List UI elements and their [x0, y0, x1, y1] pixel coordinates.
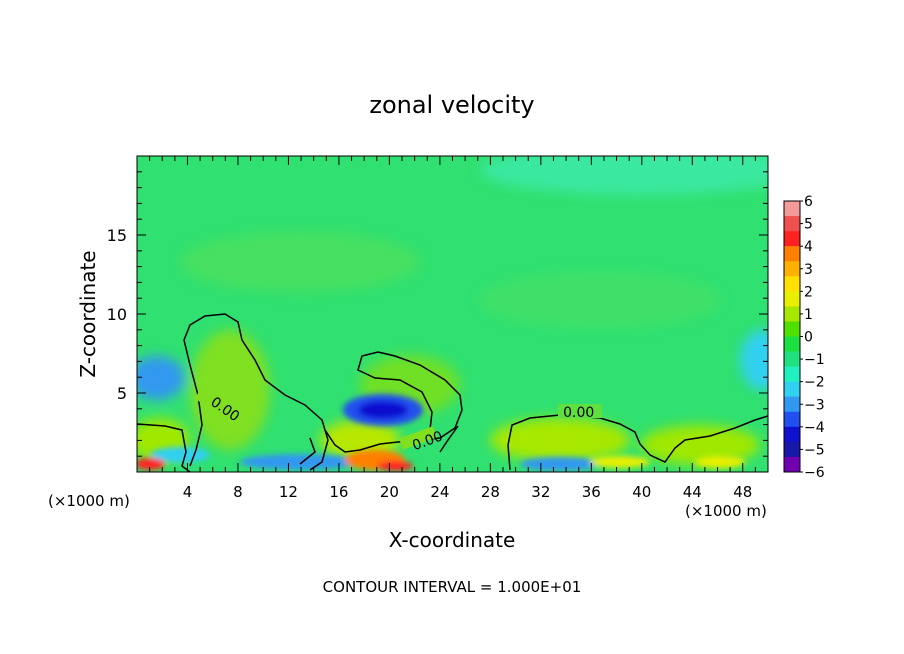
colorbar-label: 2 [804, 284, 813, 300]
colorbar-swatch [784, 261, 800, 277]
colorbar-label: −4 [804, 420, 825, 436]
colorbar-swatch [784, 396, 800, 413]
colorbar-swatch [784, 351, 800, 367]
colorbar-label: −6 [804, 465, 825, 481]
colorbar-swatch [784, 456, 800, 473]
x-tick-label: 24 [430, 483, 449, 501]
field-pos-bottom-3 [377, 461, 413, 471]
x-tick-label: 4 [183, 483, 193, 501]
colorbar-swatch [784, 441, 800, 458]
chart-title: zonal velocity [369, 91, 534, 119]
colorbar: 6 5 4 3 2 1 0 −1 −2 −3 −4 −5 −6 [783, 194, 825, 481]
field-neg-bottom-3 [520, 457, 600, 471]
contour-label: 0.00 [563, 405, 594, 421]
y-tick-label: 5 [117, 384, 127, 403]
colorbar-label: −2 [804, 375, 825, 391]
field-neg-right [740, 330, 768, 390]
colorbar-label: 1 [804, 307, 813, 323]
colorbar-swatch [784, 366, 800, 382]
field-neg-left [137, 356, 185, 400]
x-axis-label: X-coordinate [389, 528, 516, 552]
field-pos-bottom-4 [590, 456, 650, 468]
y-tick-label: 10 [107, 305, 127, 324]
y-tick-label: 15 [107, 226, 127, 245]
x-unit-left: (×1000 m) [48, 492, 130, 510]
colorbar-swatch [784, 216, 800, 232]
field-upper-lobe-2 [480, 272, 720, 328]
colorbar-swatch [784, 201, 800, 217]
x-tick-label: 32 [531, 483, 550, 501]
x-unit-right: (×1000 m) [685, 502, 767, 520]
field-neg-core-inner [358, 401, 408, 419]
contour-left [137, 423, 191, 472]
colorbar-swatch [784, 411, 800, 428]
contour-label-bg-3 [558, 404, 602, 418]
x-axis: 4 8 12 16 20 24 28 32 36 40 44 48 [149, 156, 756, 501]
x-tick-label: 16 [329, 483, 348, 501]
field-pos-bottom-5 [695, 456, 745, 468]
colorbar-swatch [784, 321, 800, 337]
x-tick-label: 12 [279, 483, 298, 501]
colorbar-label: −5 [804, 442, 825, 458]
colorbar-label: 3 [804, 262, 813, 278]
x-tick-label: 36 [582, 483, 601, 501]
colorbar-label: −1 [804, 352, 825, 368]
colorbar-swatch [784, 276, 800, 292]
y-axis-label: Z-coordinate [76, 250, 100, 377]
x-tick-label: 44 [683, 483, 702, 501]
field-low-mid [320, 420, 400, 460]
colorbar-swatch [784, 426, 800, 443]
colorbar-swatch [784, 336, 800, 352]
colorbar-label: 5 [804, 217, 813, 233]
x-tick-label: 20 [380, 483, 399, 501]
colorbar-label: 6 [804, 194, 813, 210]
colorbar-label: −3 [804, 397, 825, 413]
colorbar-swatch [784, 291, 800, 307]
field-upper-cyan [480, 156, 768, 195]
contour-label-bg-2 [399, 426, 437, 450]
contour-label-bg-1 [194, 387, 235, 422]
x-tick-label: 40 [632, 483, 651, 501]
contour-interval-footer: CONTOUR INTERVAL = 1.000E+01 [323, 578, 582, 596]
field-neg-bottom-2 [240, 454, 360, 470]
contour-main [183, 313, 463, 471]
colorbar-swatch [784, 231, 800, 247]
x-tick-label: 48 [733, 483, 752, 501]
contour-right [507, 414, 768, 471]
heatmap-field [137, 156, 768, 472]
colorbar-swatch [784, 381, 800, 398]
x-tick-label: 8 [233, 483, 243, 501]
field-upper-lobe [180, 232, 420, 292]
field-plume-left [190, 330, 270, 450]
zero-contours [137, 313, 768, 472]
field-pos-bottom-2 [137, 458, 165, 470]
colorbar-label: 4 [804, 239, 813, 255]
colorbar-swatch [784, 306, 800, 322]
field-low-right [490, 418, 630, 462]
colorbar-label: 0 [804, 330, 813, 346]
colorbar-swatch [784, 246, 800, 262]
y-axis: 5 10 15 [107, 171, 768, 457]
x-tick-label: 28 [481, 483, 500, 501]
